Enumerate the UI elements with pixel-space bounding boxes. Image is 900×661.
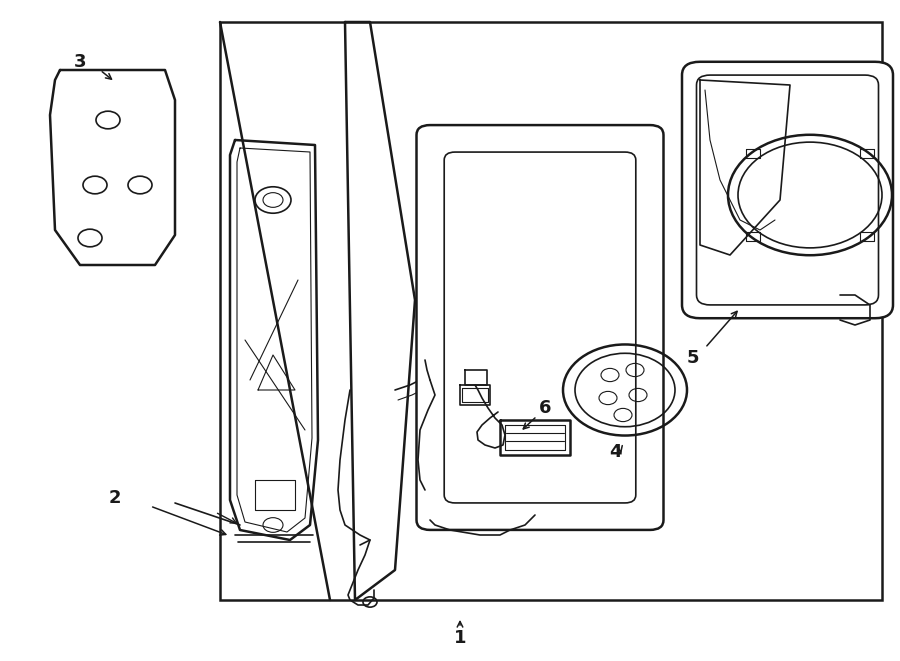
Text: 1: 1 [454,629,466,647]
Text: 4: 4 [608,443,621,461]
Text: 5: 5 [687,349,699,367]
FancyBboxPatch shape [417,125,663,530]
Text: 3: 3 [74,53,86,71]
Text: 2: 2 [109,489,122,507]
Text: 6: 6 [539,399,551,417]
Bar [220,22,882,600]
FancyBboxPatch shape [682,61,893,318]
